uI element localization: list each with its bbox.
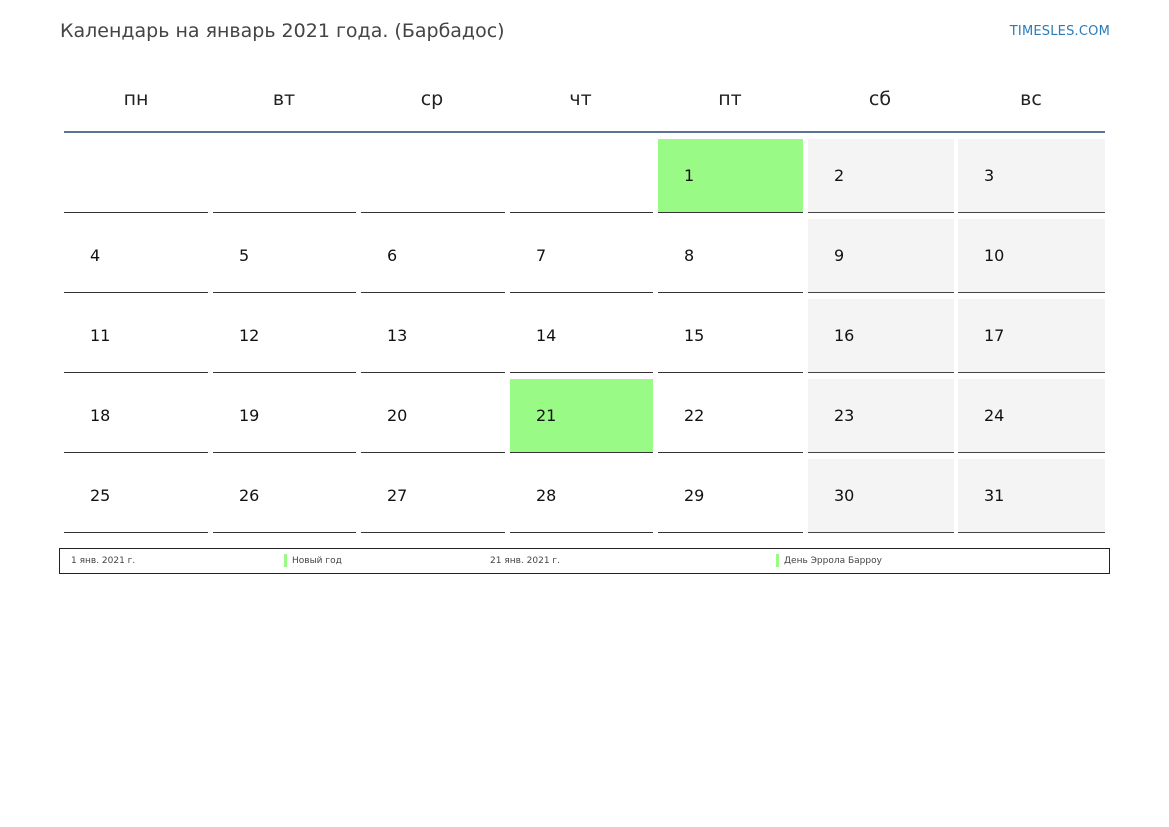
- day-number: 31: [984, 486, 1005, 505]
- legend-color-swatch: [776, 554, 779, 567]
- day-number: 7: [536, 246, 547, 265]
- calendar-week: 11 12 13 14 15 16 17: [64, 299, 1105, 379]
- legend-color-swatch: [284, 554, 287, 567]
- day-number: 22: [684, 406, 705, 425]
- day-cell[interactable]: 26: [213, 459, 356, 533]
- day-number: 14: [536, 326, 557, 345]
- day-number: 25: [90, 486, 111, 505]
- header-divider: [64, 131, 1105, 133]
- day-cell[interactable]: 14: [510, 299, 653, 373]
- day-number: 17: [984, 326, 1005, 345]
- page-title: Календарь на январь 2021 года. (Барбадос…: [60, 20, 505, 42]
- day-cell[interactable]: 29: [658, 459, 803, 533]
- day-cell[interactable]: 31: [958, 459, 1105, 533]
- day-number: 9: [834, 246, 845, 265]
- weekday-header: пн вт ср чт пт сб вс: [62, 86, 1107, 112]
- day-number: 11: [90, 326, 111, 345]
- day-number: 23: [834, 406, 855, 425]
- day-cell[interactable]: 27: [361, 459, 505, 533]
- day-number: 3: [984, 166, 995, 185]
- empty-day-cell: [510, 139, 653, 213]
- day-cell[interactable]: 8: [658, 219, 803, 293]
- day-cell[interactable]: 28: [510, 459, 653, 533]
- day-cell[interactable]: 7: [510, 219, 653, 293]
- day-number: 21: [536, 406, 557, 425]
- legend-holiday-name: День Эррола Барроу: [784, 556, 882, 566]
- weekday-label: чт: [569, 88, 592, 110]
- day-cell[interactable]: 16: [808, 299, 954, 373]
- day-number: 10: [984, 246, 1005, 265]
- day-number: 29: [684, 486, 705, 505]
- day-cell[interactable]: 5: [213, 219, 356, 293]
- day-number: 26: [239, 486, 260, 505]
- calendar-grid: 1 2 3 4 5 6 7 8 9 10 11 12 13 14 15 16 17 18 19 20 21 22 23 24 2…: [64, 139, 1105, 539]
- weekday-label: сб: [868, 88, 892, 110]
- day-number: 8: [684, 246, 695, 265]
- day-cell[interactable]: 25: [64, 459, 208, 533]
- day-cell[interactable]: 12: [213, 299, 356, 373]
- day-number: 2: [834, 166, 845, 185]
- calendar-week: 1 2 3: [64, 139, 1105, 219]
- day-cell[interactable]: 6: [361, 219, 505, 293]
- day-number: 30: [834, 486, 855, 505]
- day-number: 27: [387, 486, 408, 505]
- legend-holiday-name: Новый год: [292, 556, 342, 566]
- calendar-week: 18 19 20 21 22 23 24: [64, 379, 1105, 459]
- day-number: 16: [834, 326, 855, 345]
- weekday-label: пн: [123, 88, 149, 110]
- site-link[interactable]: TIMESLES.COM: [1009, 24, 1110, 39]
- day-cell[interactable]: 30: [808, 459, 954, 533]
- day-cell[interactable]: 18: [64, 379, 208, 453]
- legend-date: 21 янв. 2021 г.: [490, 556, 560, 566]
- day-cell[interactable]: 23: [808, 379, 954, 453]
- day-number: 1: [684, 166, 695, 185]
- calendar-week: 4 5 6 7 8 9 10: [64, 219, 1105, 299]
- empty-day-cell: [361, 139, 505, 213]
- day-number: 19: [239, 406, 260, 425]
- day-cell[interactable]: 24: [958, 379, 1105, 453]
- day-cell[interactable]: 22: [658, 379, 803, 453]
- day-number: 15: [684, 326, 705, 345]
- day-cell[interactable]: 20: [361, 379, 505, 453]
- weekday-label: ср: [420, 88, 444, 110]
- holiday-legend: 1 янв. 2021 г. Новый год 21 янв. 2021 г. Де…: [59, 548, 1110, 574]
- day-number: 12: [239, 326, 260, 345]
- weekday-label: вт: [272, 88, 296, 110]
- day-number: 5: [239, 246, 250, 265]
- day-cell[interactable]: 15: [658, 299, 803, 373]
- empty-day-cell: [213, 139, 356, 213]
- empty-day-cell: [64, 139, 208, 213]
- calendar-week: 25 26 27 28 29 30 31: [64, 459, 1105, 539]
- legend-date: 1 янв. 2021 г.: [71, 556, 136, 566]
- day-number: 24: [984, 406, 1005, 425]
- day-cell[interactable]: 10: [958, 219, 1105, 293]
- day-number: 6: [387, 246, 398, 265]
- day-cell[interactable]: 2: [808, 139, 954, 213]
- day-cell[interactable]: 9: [808, 219, 954, 293]
- day-number: 18: [90, 406, 111, 425]
- day-cell[interactable]: 21: [510, 379, 653, 453]
- day-cell[interactable]: 19: [213, 379, 356, 453]
- day-cell[interactable]: 4: [64, 219, 208, 293]
- day-cell[interactable]: 17: [958, 299, 1105, 373]
- day-number: 20: [387, 406, 408, 425]
- day-number: 28: [536, 486, 557, 505]
- day-cell[interactable]: 11: [64, 299, 208, 373]
- weekday-label: вс: [1020, 88, 1042, 110]
- day-cell[interactable]: 3: [958, 139, 1105, 213]
- day-cell[interactable]: 13: [361, 299, 505, 373]
- day-number: 4: [90, 246, 101, 265]
- weekday-label: пт: [718, 88, 742, 110]
- day-cell[interactable]: 1: [658, 139, 803, 213]
- day-number: 13: [387, 326, 408, 345]
